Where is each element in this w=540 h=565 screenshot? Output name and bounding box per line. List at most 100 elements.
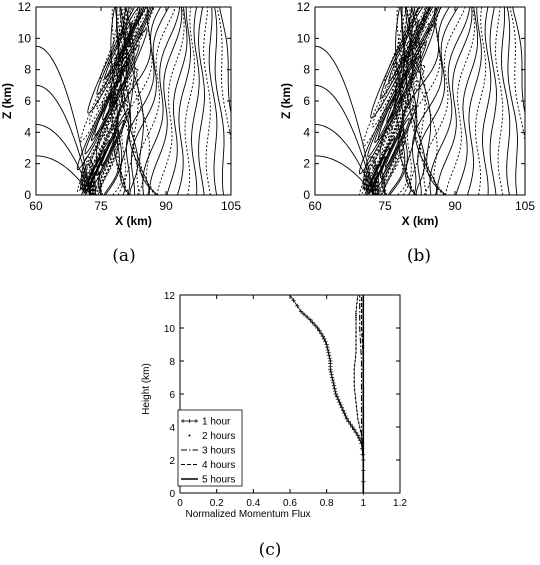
- series-point-2-hours: [358, 426, 361, 428]
- panel-b-contour-line: [363, 160, 379, 195]
- panel-b-contour-line: [365, 172, 377, 195]
- legend-marker-1-hour: [181, 419, 185, 423]
- series-point-2-hours: [354, 360, 356, 362]
- series-marker-1-hour: [346, 419, 351, 424]
- panel-a-contour-line: [117, 7, 154, 195]
- series-marker-1-hour: [326, 353, 332, 358]
- series-point-2-hours: [353, 376, 356, 379]
- series-point-2-hours: [355, 323, 357, 325]
- panel-b-y-tick-label: 4: [303, 125, 310, 139]
- series-point-2-hours: [355, 327, 357, 329]
- panel-c-x-axis-label: Normalized Momentum Flux: [185, 509, 310, 520]
- panel-b: 60 75 90 105 0 2 4 6 8 10 12 X (km) Z (km) (b): [279, 0, 535, 266]
- series-point-2-hours: [353, 389, 356, 391]
- series-point-2-hours: [356, 413, 359, 416]
- series-marker-1-hour: [325, 347, 331, 353]
- legend-label: 4 hours: [202, 460, 235, 471]
- panel-b-x-tick-label: 75: [378, 199, 392, 213]
- panel-a-contour-line: [191, 7, 200, 195]
- panel-b-contour-line: [385, 128, 405, 168]
- panel-a-contour-line: [80, 156, 96, 195]
- legend-marker-1-hour: [187, 419, 192, 423]
- series-marker-1-hour: [342, 410, 347, 416]
- series-marker-1-hour: [337, 400, 342, 405]
- panel-a-contour-line: [148, 7, 183, 195]
- panel-a-contour-line: [87, 7, 145, 114]
- panel-b-contour-line: [379, 117, 410, 179]
- panel-a-contour-line: [216, 7, 231, 194]
- panel-a-y-tick-label: 10: [18, 31, 32, 45]
- series-point-2-hours: [356, 298, 359, 300]
- legend-label: 5 hours: [202, 475, 235, 486]
- series-point-2-hours: [354, 397, 357, 399]
- series-marker-1-hour: [356, 435, 362, 441]
- panel-a-contour-line: [177, 7, 191, 195]
- series-marker-1-hour: [312, 322, 318, 328]
- panel-c-y-axis-label: Height (km): [141, 363, 152, 415]
- panel-a-contour-line: [214, 7, 225, 195]
- panel-a-contour-line: [80, 139, 111, 195]
- panel-a-caption: (a): [112, 246, 135, 266]
- panel-a-contour-line: [95, 151, 116, 192]
- panel-b-contour-line: [414, 7, 438, 49]
- series-point-2-hours: [355, 319, 357, 321]
- panel-b-contour-line: [455, 7, 479, 195]
- series-marker-1-hour: [318, 331, 324, 336]
- panel-a-contour-line: [100, 129, 120, 167]
- panel-a-contour-line: [85, 184, 91, 195]
- panel-b-contour-line: [379, 149, 401, 194]
- series-marker-1-hour: [353, 430, 359, 435]
- panel-a-contour-line: [84, 180, 92, 195]
- series-marker-1-hour: [336, 397, 341, 402]
- panel-a: 60 75 90 105 0 2 4 6 8 10 12 X (km) Z (km) (a): [0, 0, 241, 266]
- series-point-2-hours: [355, 335, 357, 338]
- panel-a-contour-line: [102, 44, 140, 120]
- series-point-2-hours: [355, 401, 357, 404]
- panel-a-contour-line: [108, 57, 134, 107]
- panel-b-contour-line: [388, 20, 419, 82]
- series-marker-1-hour: [348, 421, 353, 427]
- panel-a-contour-line: [116, 25, 143, 77]
- panel-b-y-tick-label: 12: [297, 0, 311, 14]
- panel-c-x-tick-label: 1.2: [393, 498, 407, 509]
- panel-b-contour-line: [362, 17, 427, 147]
- panel-b-ticks: 60 75 90 105 0 2 4 6 8 10 12: [297, 0, 536, 213]
- panel-b-contours: [315, 7, 525, 195]
- panel-b-contour-line: [380, 7, 404, 195]
- legend-label: 2 hours: [202, 431, 235, 442]
- panel-b-contour-line: [365, 168, 378, 195]
- panel-b-x-tick-label: 60: [308, 199, 322, 213]
- panel-b-caption: (b): [407, 246, 431, 266]
- panel-b-contour-line: [489, 7, 497, 195]
- panel-b-contour-line: [366, 176, 376, 195]
- panel-a-contour-line: [198, 7, 205, 195]
- series-marker-1-hour: [333, 388, 338, 394]
- panel-b-contour-line: [411, 7, 450, 195]
- series-marker-1-hour: [330, 377, 335, 383]
- panel-c-y-tick-label: 8: [169, 357, 175, 368]
- panel-c-y-tick-label: 4: [169, 423, 175, 434]
- panel-c-y-tick-label: 6: [169, 390, 175, 401]
- panel-c-ticks: 0 0.2 0.4 0.6 0.8 1 1.2 0 2 4 6 8 10 12: [164, 291, 408, 509]
- series-marker-1-hour: [327, 355, 332, 361]
- series-marker-1-hour: [331, 380, 336, 386]
- panel-b-contour-line: [368, 184, 374, 195]
- panel-a-contour-line: [142, 7, 181, 195]
- panel-b-contour-line: [394, 8, 438, 94]
- panel-b-contour-line: [374, 90, 401, 143]
- panel-a-y-tick-label: 8: [24, 63, 31, 77]
- panel-a-y-tick-label: 4: [24, 125, 31, 139]
- panel-a-contour-line: [113, 7, 154, 77]
- panel-c-x-tick-label: 0.8: [320, 498, 334, 509]
- series-point-2-hours: [354, 393, 356, 395]
- series-point-2-hours: [355, 310, 357, 313]
- series-line-1-hour: [289, 294, 364, 493]
- panel-c-x-tick-label: 0.2: [210, 498, 224, 509]
- series-point-2-hours: [355, 316, 357, 319]
- panel-a-ticks: 60 75 90 105 0 2 4 6 8 10 12: [18, 0, 242, 213]
- series-marker-1-hour: [301, 311, 307, 317]
- series-marker-1-hour: [328, 369, 334, 375]
- panel-a-y-tick-label: 6: [24, 94, 31, 108]
- legend-box: [177, 409, 243, 487]
